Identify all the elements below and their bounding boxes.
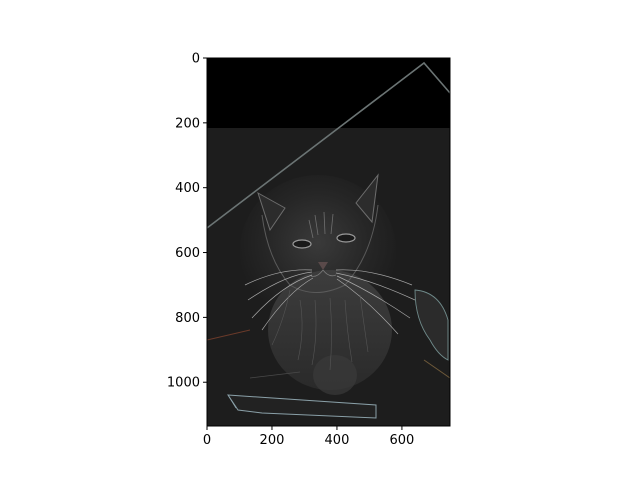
right-object-edge [414, 289, 449, 361]
cat-face-outline [261, 204, 379, 293]
bottom-frame-shape [227, 394, 377, 419]
image-top-band [207, 58, 450, 128]
cat-mouth [310, 269, 337, 277]
diagonal-edge-line [206, 61, 451, 229]
bottom-frame-edge [227, 394, 237, 409]
cat-whiskers [244, 269, 416, 335]
y-tick-label: 200 [175, 116, 200, 131]
cat-lower-glow [313, 355, 357, 395]
y-tick-label: 600 [175, 246, 200, 261]
x-axis: 0 200 400 600 [203, 426, 414, 448]
left-brown-edge [206, 329, 251, 341]
cat-forehead-stripes [308, 211, 334, 239]
cat-right-eye [336, 233, 356, 243]
y-tick-label: 0 [192, 52, 200, 67]
x-tick-label: 400 [325, 433, 350, 448]
bottom-faint-edge [249, 371, 301, 379]
image-plot-area [206, 58, 451, 426]
cat-nose [318, 262, 328, 270]
cat-left-ear [257, 191, 286, 232]
x-tick-label: 200 [260, 433, 285, 448]
y-tick-label: 800 [175, 311, 200, 326]
cat-left-eye [292, 239, 312, 249]
cat-right-ear [355, 173, 379, 224]
x-tick-label: 0 [203, 433, 211, 448]
y-tick-label: 1000 [167, 376, 200, 391]
cat-fur-texture [271, 289, 369, 371]
x-tick-label: 600 [390, 433, 415, 448]
y-tick-label: 400 [175, 181, 200, 196]
y-axis: 0 200 400 600 800 1000 [167, 52, 207, 391]
axes-frame [206, 57, 451, 427]
cat-chest-region [268, 270, 392, 390]
right-brown-edge [423, 359, 451, 379]
